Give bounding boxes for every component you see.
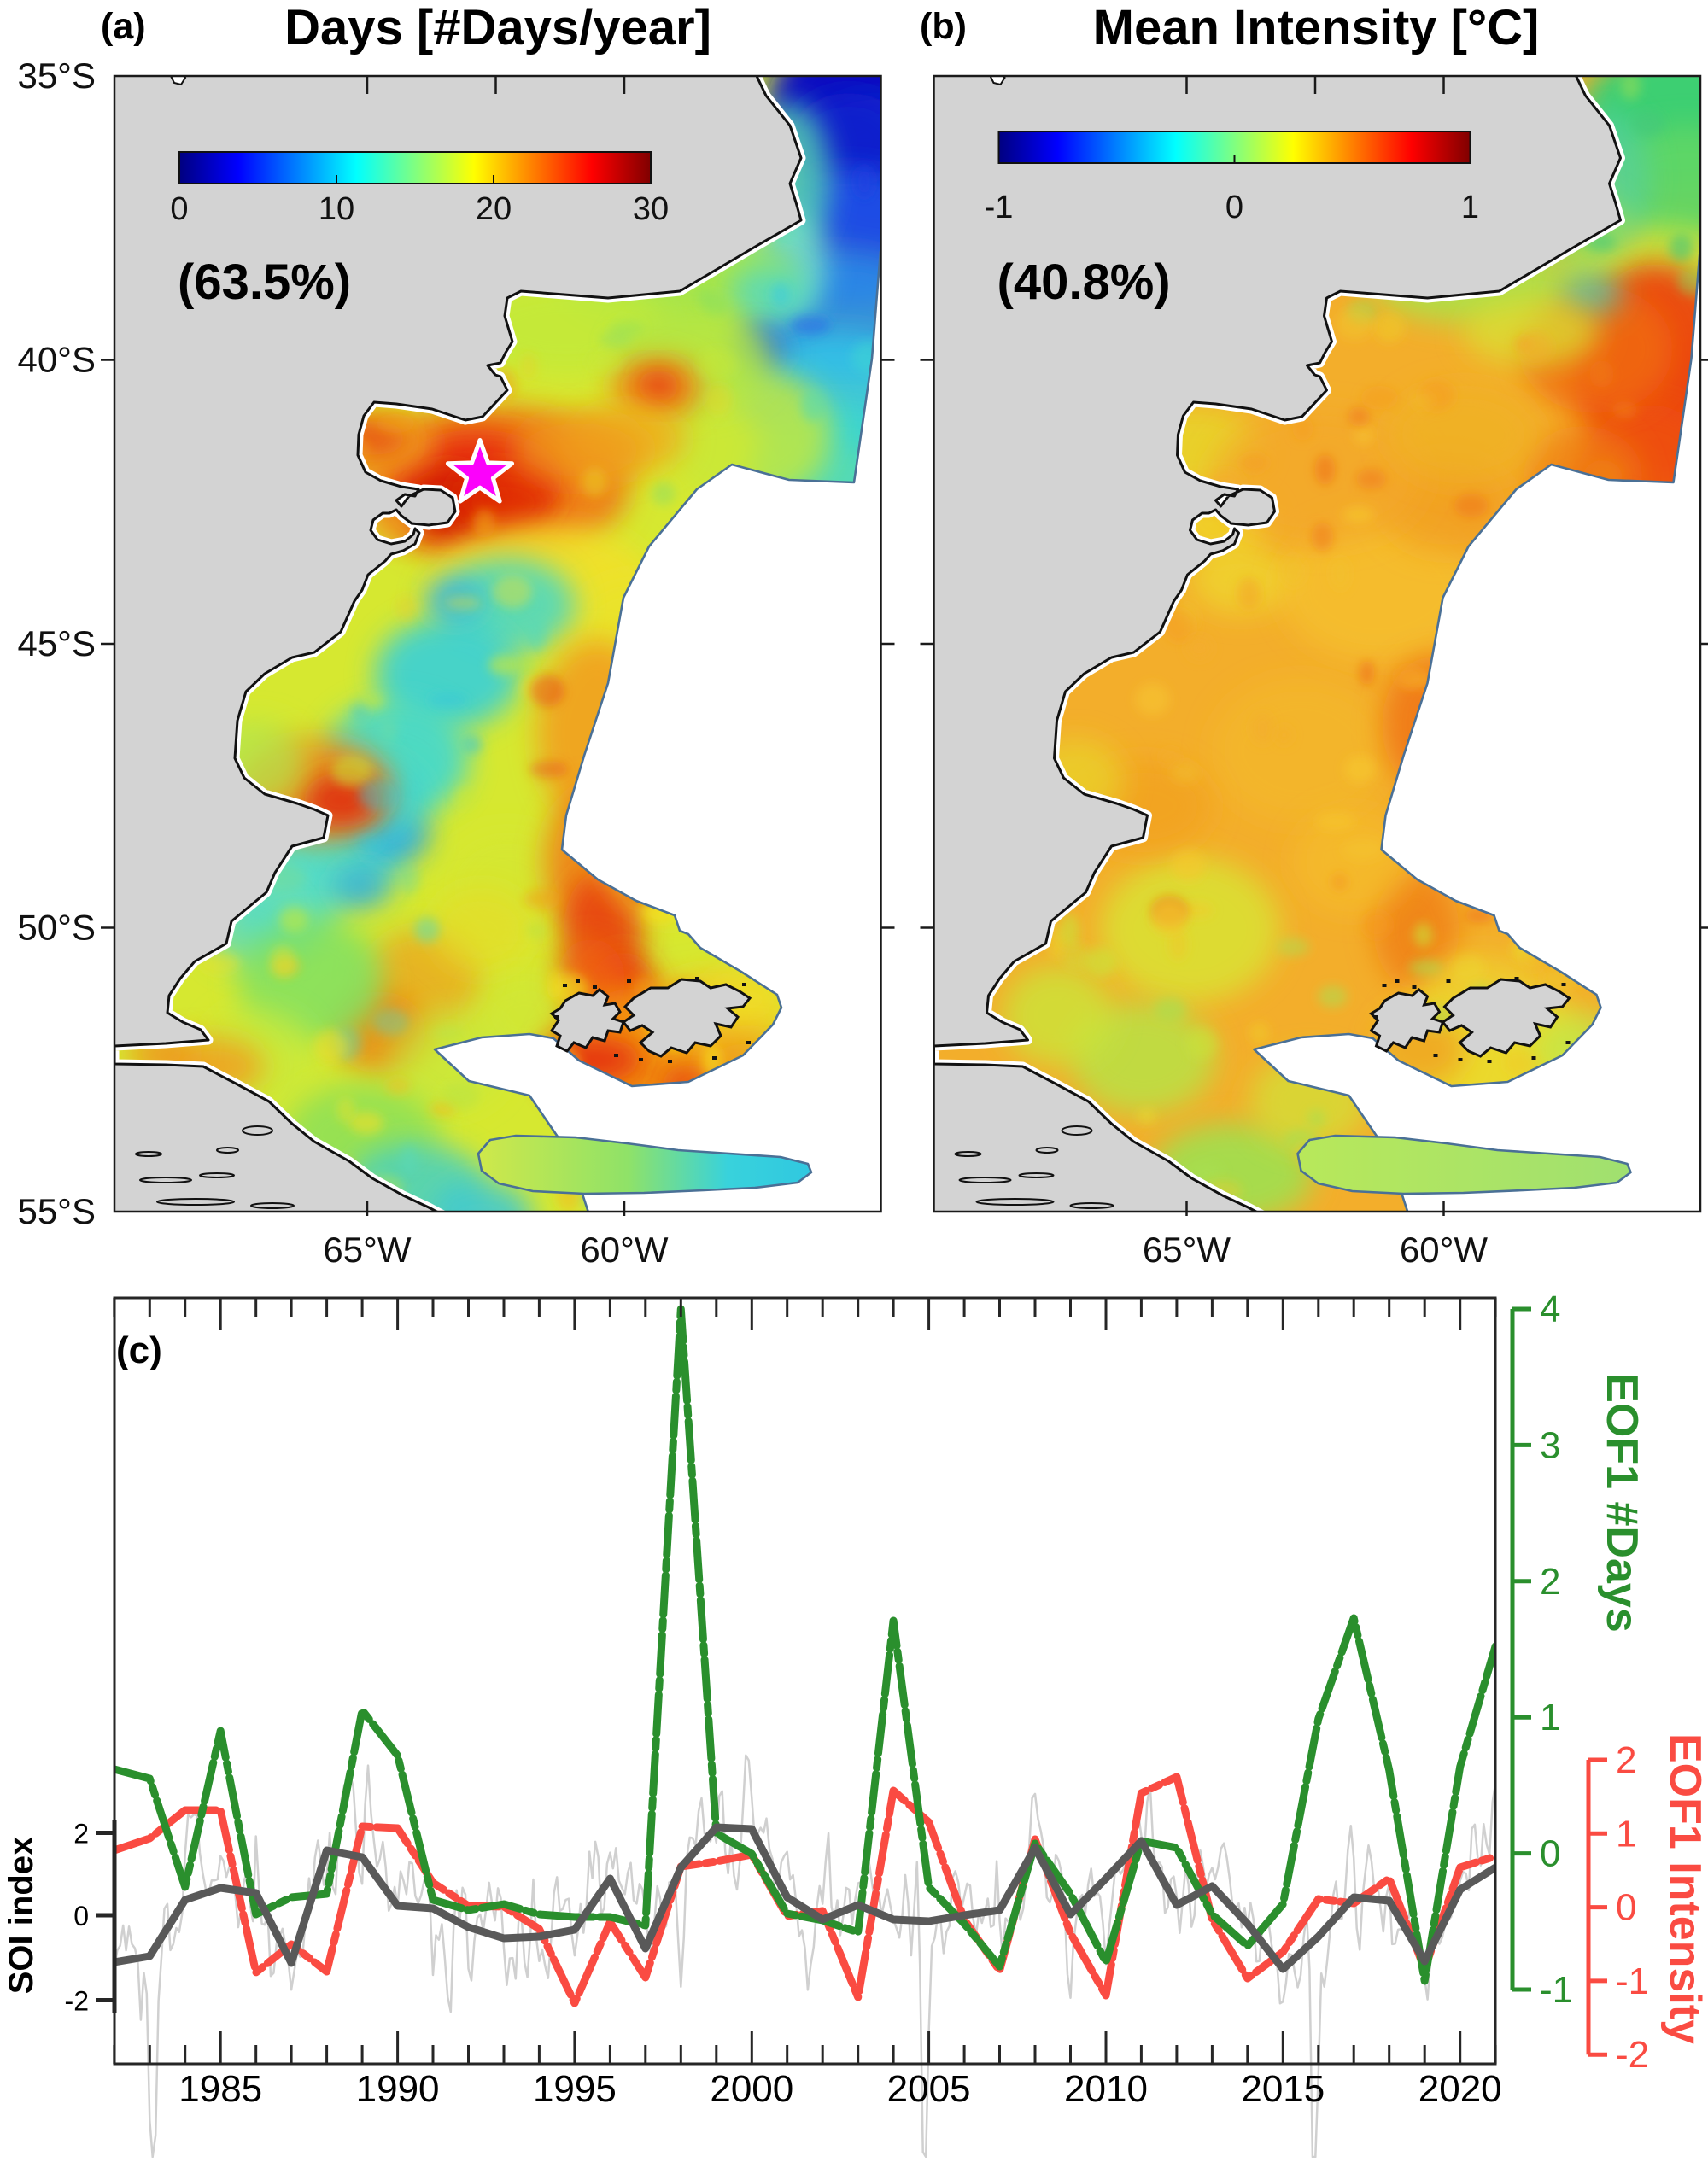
svg-text:(b): (b) <box>920 6 967 47</box>
svg-text:60°W: 60°W <box>1400 1230 1489 1270</box>
svg-text:1: 1 <box>1461 190 1479 225</box>
svg-text:0: 0 <box>1616 1887 1636 1929</box>
svg-text:0: 0 <box>73 1901 89 1931</box>
svg-text:(63.5%): (63.5%) <box>178 254 351 310</box>
svg-text:0: 0 <box>1225 190 1243 225</box>
svg-text:(40.8%): (40.8%) <box>997 254 1171 310</box>
svg-text:60°W: 60°W <box>580 1230 669 1270</box>
svg-text:-1: -1 <box>1616 1960 1649 2002</box>
svg-text:45°S: 45°S <box>17 623 96 663</box>
svg-text:-1: -1 <box>1540 1969 1573 2011</box>
svg-text:2020: 2020 <box>1418 2068 1502 2110</box>
svg-text:(c): (c) <box>116 1329 162 1371</box>
svg-text:EOF1 Intensity: EOF1 Intensity <box>1660 1733 1708 2044</box>
svg-text:2: 2 <box>1540 1561 1560 1603</box>
svg-text:Mean Intensity [°C]: Mean Intensity [°C] <box>1093 0 1540 56</box>
svg-text:1990: 1990 <box>356 2068 440 2110</box>
svg-text:20: 20 <box>476 191 512 227</box>
svg-text:-2: -2 <box>1616 2034 1649 2076</box>
svg-text:65°W: 65°W <box>1143 1230 1231 1270</box>
svg-text:EOF1 #Days: EOF1 #Days <box>1597 1373 1647 1633</box>
svg-text:0: 0 <box>1540 1833 1560 1875</box>
svg-text:1: 1 <box>1616 1813 1636 1855</box>
svg-text:2000: 2000 <box>710 2068 793 2110</box>
svg-text:1995: 1995 <box>533 2068 617 2110</box>
svg-text:55°S: 55°S <box>17 1191 96 1231</box>
svg-text:0: 0 <box>170 191 188 227</box>
svg-text:65°W: 65°W <box>323 1230 412 1270</box>
svg-text:2005: 2005 <box>887 2068 971 2110</box>
svg-text:SOI index: SOI index <box>3 1837 40 1995</box>
svg-text:1985: 1985 <box>178 2068 262 2110</box>
svg-text:-2: -2 <box>65 1986 89 2017</box>
svg-text:2: 2 <box>73 1819 89 1849</box>
svg-text:2010: 2010 <box>1064 2068 1148 2110</box>
svg-text:2015: 2015 <box>1241 2068 1325 2110</box>
svg-text:2: 2 <box>1616 1739 1636 1781</box>
svg-text:1: 1 <box>1540 1697 1560 1738</box>
svg-text:35°S: 35°S <box>17 56 96 96</box>
svg-text:3: 3 <box>1540 1424 1560 1466</box>
svg-text:10: 10 <box>319 191 354 227</box>
svg-text:-1: -1 <box>985 190 1014 225</box>
svg-text:50°S: 50°S <box>17 908 96 948</box>
svg-text:40°S: 40°S <box>17 340 96 380</box>
svg-text:(a): (a) <box>101 6 146 47</box>
svg-text:30: 30 <box>633 191 669 227</box>
svg-text:Days [#Days/year]: Days [#Days/year] <box>284 0 711 56</box>
svg-text:4: 4 <box>1540 1288 1560 1330</box>
